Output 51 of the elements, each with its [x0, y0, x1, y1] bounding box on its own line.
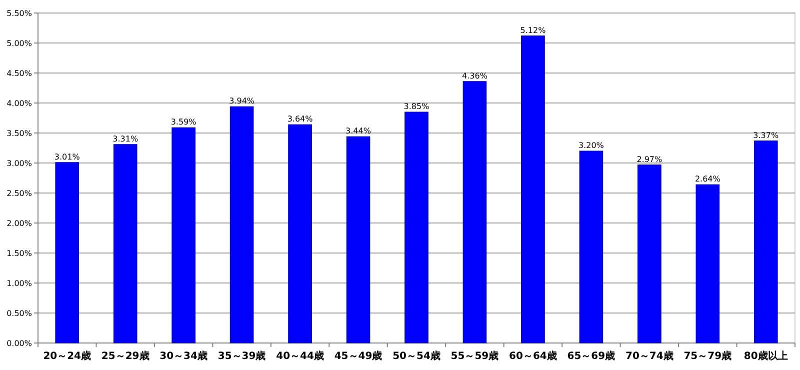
bar: [638, 164, 662, 344]
x-tick-label: 75～79歳: [684, 350, 732, 362]
bar: [754, 140, 778, 344]
bar: [288, 124, 312, 344]
y-tick-label: 4.00%: [6, 99, 32, 108]
y-tick-label: 3.50%: [6, 129, 32, 138]
bar: [172, 127, 196, 344]
y-tick-label: 1.00%: [6, 279, 32, 288]
x-tick-label: 35～39歳: [218, 350, 266, 362]
bar: [521, 36, 545, 344]
y-tick-label: 2.00%: [6, 219, 32, 228]
data-label: 3.01%: [54, 152, 80, 162]
data-label: 3.37%: [753, 130, 779, 140]
x-tick-label: 60～64歳: [509, 350, 557, 362]
bar: [404, 112, 428, 344]
y-tick-label: 2.50%: [6, 189, 32, 198]
bar: [113, 144, 138, 344]
bar: [55, 162, 80, 344]
y-tick-label: 5.50%: [6, 9, 32, 18]
bar: [696, 184, 720, 344]
data-label: 4.36%: [462, 71, 488, 80]
data-label: 2.64%: [694, 174, 721, 184]
x-tick-label: 20～24歳: [43, 350, 92, 362]
x-tick-label: 45～49歳: [334, 350, 382, 362]
data-label: 3.59%: [170, 118, 197, 127]
x-tick-label: 55～59歳: [450, 350, 499, 362]
y-tick-label: 4.50%: [6, 69, 32, 78]
data-label: 3.94%: [229, 96, 255, 106]
y-tick-label: 0.50%: [6, 309, 32, 318]
x-tick-label: 50～54歳: [392, 350, 440, 362]
y-tick-label: 1.50%: [6, 249, 32, 258]
x-tick-label: 70～74歳: [626, 350, 674, 362]
y-tick-label: 5.00%: [6, 39, 32, 48]
bar: [346, 136, 370, 344]
bar: [230, 106, 254, 344]
bar: [462, 81, 487, 344]
x-tick-label: 30～34歳: [160, 350, 208, 362]
data-label: 2.97%: [636, 154, 663, 164]
x-tick-label: 65～69歳: [567, 350, 616, 362]
x-tick-label: 40～44歳: [276, 350, 324, 362]
x-tick-label: 80歳以上: [744, 350, 788, 362]
data-label: 3.85%: [404, 102, 430, 111]
data-label: 5.12%: [520, 26, 546, 35]
data-label: 3.64%: [287, 114, 314, 124]
data-label: 3.31%: [112, 134, 138, 144]
bar: [579, 150, 604, 344]
y-tick-label: 0.00%: [6, 339, 32, 348]
data-label: 3.20%: [578, 141, 604, 150]
x-tick-label: 25～29歳: [101, 350, 150, 362]
data-label: 3.44%: [346, 126, 372, 136]
y-tick-label: 3.00%: [6, 159, 32, 168]
